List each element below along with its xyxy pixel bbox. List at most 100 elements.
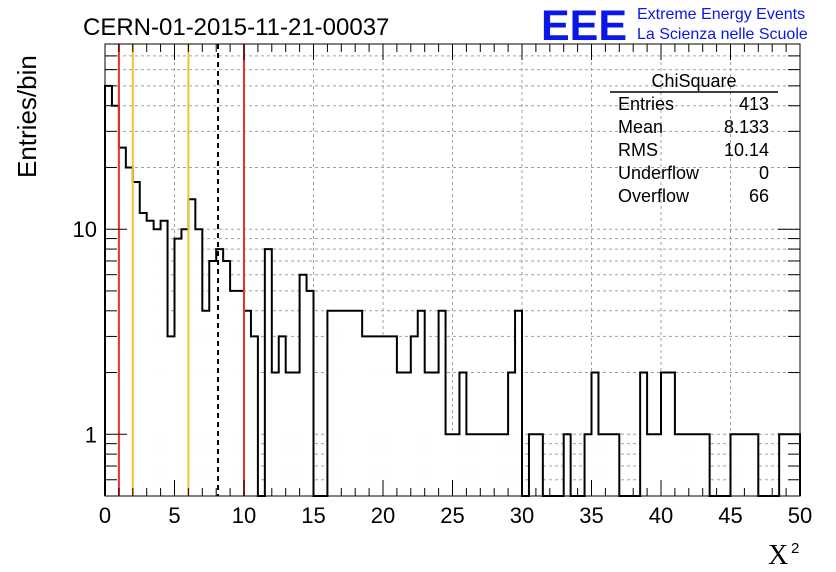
histogram-bin <box>285 372 293 496</box>
x-tick-label: 5 <box>168 503 180 528</box>
histogram-bin <box>605 434 613 496</box>
histogram-bin <box>403 372 411 496</box>
stats-title: ChiSquare <box>651 71 736 91</box>
histogram-bin <box>515 310 522 496</box>
stats-underflow-label: Underflow <box>618 163 700 183</box>
histogram-bin <box>466 434 474 496</box>
histogram-bars <box>104 84 801 497</box>
histogram-bin <box>209 260 217 496</box>
histogram-bin <box>125 167 133 496</box>
histogram-bin <box>473 434 481 496</box>
logo-line-2: La Scienza nelle Scuole <box>637 26 808 43</box>
histogram-bin <box>702 434 710 496</box>
histogram-bin <box>237 290 244 496</box>
histogram-bin <box>598 434 606 496</box>
histogram-bin <box>452 434 460 496</box>
histogram-bin <box>167 336 175 496</box>
x-tick-label: 30 <box>510 503 534 528</box>
histogram-bin <box>674 434 682 496</box>
histogram-bin <box>389 336 397 496</box>
histogram-bin <box>528 434 536 496</box>
stats-mean-value: 8.133 <box>724 117 769 137</box>
histogram-bin <box>501 434 509 496</box>
histogram-bin <box>181 229 189 496</box>
reference-lines <box>117 44 245 496</box>
histogram-bin <box>424 372 432 496</box>
histogram-bin <box>494 434 502 496</box>
histogram-bin <box>264 249 272 496</box>
histogram-bin <box>612 434 620 496</box>
stats-box: ChiSquare Entries 413 Mean 8.133 RMS 10.… <box>610 71 778 206</box>
histogram-bin <box>216 249 224 496</box>
histogram-bin <box>383 336 390 496</box>
histogram-bin <box>334 310 342 496</box>
histogram-bin <box>341 310 349 496</box>
histogram-bin <box>362 336 370 496</box>
x-tick-label: 20 <box>371 503 395 528</box>
logo-mark: EEE <box>541 2 627 50</box>
histogram-bin <box>793 434 800 496</box>
histogram-bin <box>195 229 203 496</box>
histogram-bin <box>487 434 495 496</box>
histogram-bin <box>584 434 592 496</box>
histogram-bin <box>647 434 655 496</box>
histogram-bin <box>369 336 377 496</box>
x-axis-label-superscript: 2 <box>791 540 799 557</box>
x-axis-label: X 2 <box>768 540 799 571</box>
histogram-bin <box>688 434 696 496</box>
stats-entries-label: Entries <box>618 94 674 114</box>
histogram-bin <box>271 372 279 496</box>
stats-overflow-value: 66 <box>749 186 769 206</box>
histogram-bin <box>417 310 425 496</box>
histogram-bin <box>737 434 745 496</box>
histogram-bin <box>661 372 668 496</box>
histogram-bin <box>751 434 759 496</box>
histogram-bin <box>202 310 210 496</box>
histogram-bin <box>118 147 126 496</box>
y-axis-label: Entries/bin <box>12 55 42 178</box>
stats-rms-value: 10.14 <box>724 140 769 160</box>
logo: EEE Extreme Energy Events La Scienza nel… <box>541 2 808 50</box>
histogram-bin <box>111 105 119 497</box>
histogram-bin <box>244 310 251 496</box>
histogram-bin <box>348 310 356 496</box>
histogram-bin <box>376 336 383 496</box>
histogram-bin <box>355 310 363 496</box>
histogram-bin <box>292 372 300 496</box>
histogram-bin <box>396 372 404 496</box>
stats-entries-value: 413 <box>739 94 769 114</box>
histogram-bin <box>654 434 661 496</box>
x-tick-label: 35 <box>579 503 603 528</box>
histogram-bin <box>480 434 488 496</box>
stats-rms-label: RMS <box>618 140 658 160</box>
stats-overflow-label: Overflow <box>618 186 690 206</box>
stats-underflow-value: 0 <box>759 163 769 183</box>
stats-mean-label: Mean <box>618 117 663 137</box>
histogram-bin <box>535 434 543 496</box>
x-tick-label: 45 <box>718 503 742 528</box>
histogram-bin <box>306 290 314 496</box>
histogram-bin <box>667 372 675 496</box>
histogram-bin <box>188 199 196 496</box>
histogram-bin <box>744 434 752 496</box>
histogram-bin <box>779 434 787 496</box>
histogram-bin <box>410 336 418 496</box>
histogram-bin <box>174 238 182 496</box>
histogram-bin <box>730 434 738 496</box>
histogram-bin <box>327 310 335 496</box>
logo-line-1: Extreme Energy Events <box>637 6 805 23</box>
histogram-outline <box>104 84 801 497</box>
histogram-bin <box>230 290 238 496</box>
x-tick-label: 15 <box>301 503 325 528</box>
histogram-bin <box>508 372 516 496</box>
histogram-bin <box>431 372 439 496</box>
histogram-bin <box>438 310 446 496</box>
histogram-bin <box>563 434 571 496</box>
histogram-bin <box>591 372 599 496</box>
histogram-bin <box>681 434 689 496</box>
histogram-bin <box>250 336 258 496</box>
axis-ticks: 0 5 10 15 20 25 30 35 40 45 50 1 10 <box>73 44 812 528</box>
histogram-bin <box>786 434 794 496</box>
x-tick-label: 25 <box>440 503 464 528</box>
